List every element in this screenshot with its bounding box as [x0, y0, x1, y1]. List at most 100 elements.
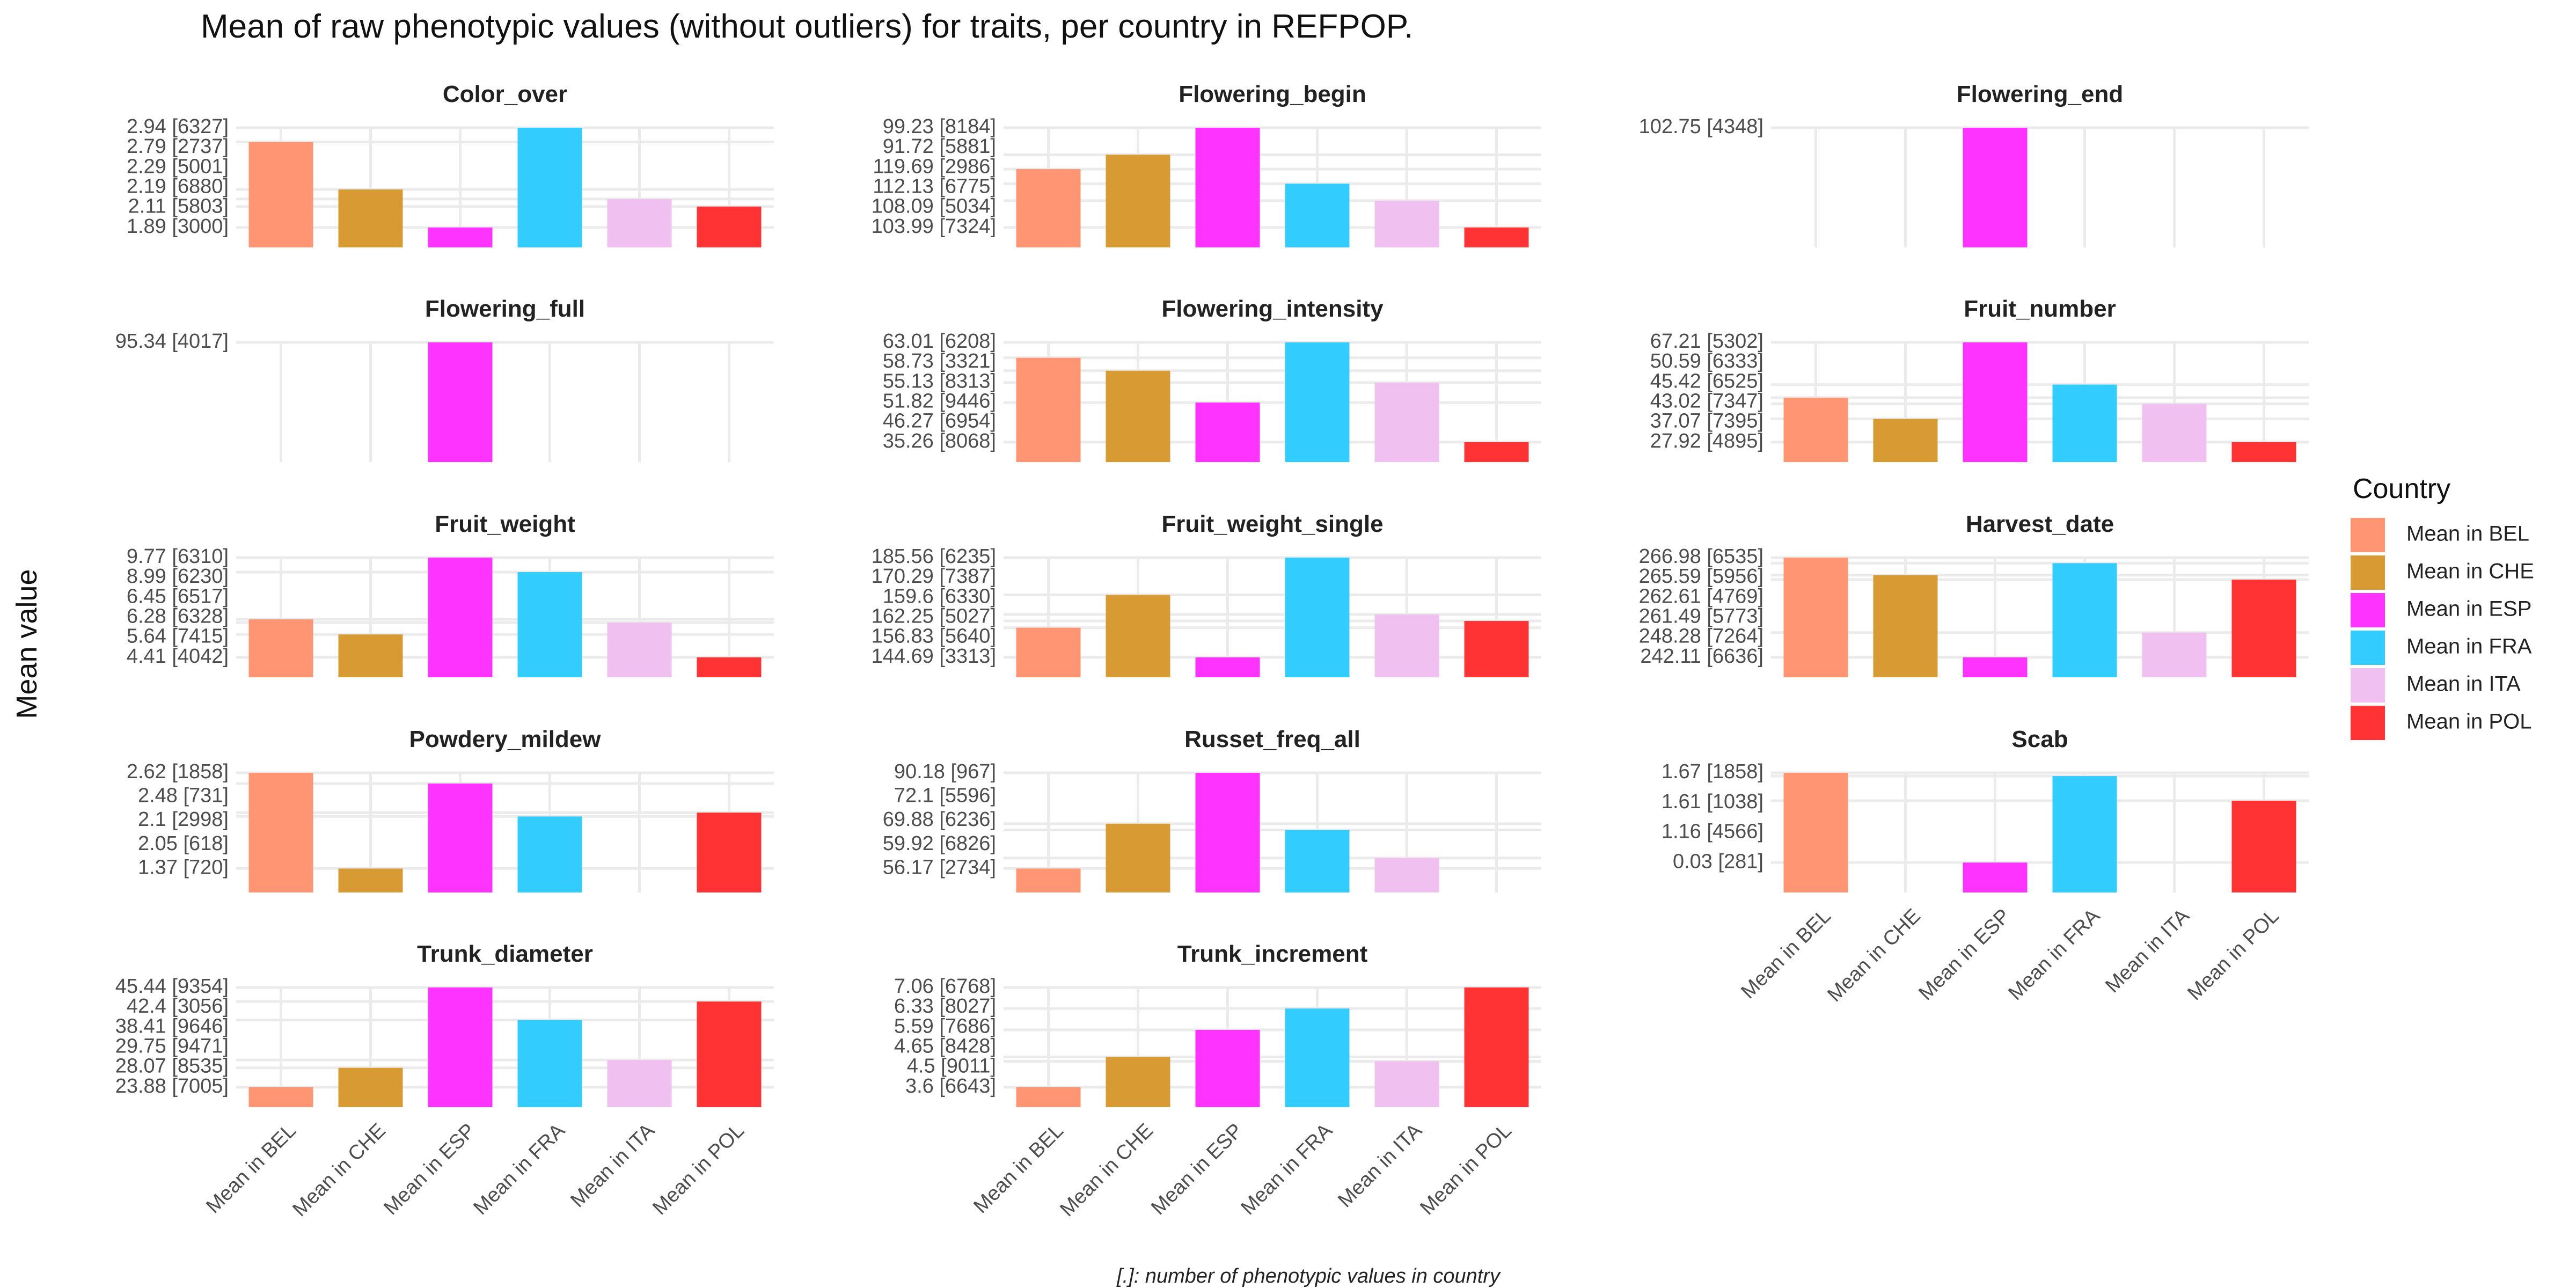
y-tick-label: 45.44 [9354] — [115, 975, 229, 998]
panel-fruit-number: Fruit_number 67.21 [5302]50.59 [6333]45.4… — [1650, 296, 2309, 462]
bar-fruit-weight-mean-in-pol — [697, 657, 762, 677]
bar-powdery-mildew-mean-in-fra — [517, 816, 582, 892]
y-tick-label: 43.02 [7347] — [1650, 390, 1763, 413]
legend-swatch — [2351, 631, 2385, 665]
panel-russet-freq-all: Russet_freq_all 90.18 [967]72.1 [5596]69.… — [883, 726, 1541, 892]
panel-title-trunk-increment: Trunk_increment — [1177, 941, 1368, 967]
bar-russet-freq-all-mean-in-che — [1106, 823, 1170, 892]
panel-title-trunk-diameter: Trunk_diameter — [417, 941, 593, 967]
y-tick-label: 23.88 [7005] — [115, 1075, 229, 1097]
legend-label: Mean in ITA — [2406, 672, 2521, 696]
x-tick-label: Mean in ESP — [379, 1119, 480, 1220]
y-tick-label: 1.16 [4566] — [1662, 821, 1763, 843]
y-tick-label: 156.83 [5640] — [872, 625, 996, 648]
y-tick-label: 45.42 [6525] — [1650, 370, 1763, 392]
bar-fruit-number-mean-in-ita — [2142, 404, 2207, 462]
bar-flowering-begin-mean-in-pol — [1464, 227, 1529, 247]
x-tick-label: Mean in BEL — [1737, 905, 1835, 1004]
y-tick-label: 144.69 [3313] — [872, 645, 996, 668]
bar-flowering-intensity-mean-in-ita — [1374, 382, 1439, 462]
y-tick-label: 4.65 [8428] — [894, 1035, 996, 1058]
y-tick-label: 69.88 [6236] — [883, 808, 996, 831]
y-tick-label: 2.29 [5001] — [127, 155, 229, 178]
y-tick-label: 28.07 [8535] — [115, 1055, 229, 1078]
bar-fruit-weight-single-mean-in-ita — [1374, 614, 1439, 677]
panel-scab: Scab 1.67 [1858] 1.61 [1038] 1.16 [4566] 0.0… — [1662, 726, 2309, 1006]
bar-trunk-increment-mean-in-bel — [1016, 1087, 1081, 1107]
y-tick-label: 3.6 [6643] — [905, 1075, 996, 1097]
y-tick-label: 102.75 [4348] — [1639, 115, 1763, 138]
y-tick-label: 6.33 [8027] — [894, 995, 996, 1018]
bar-color-over-mean-in-che — [338, 189, 403, 247]
y-tick-label: 2.62 [1858] — [127, 760, 229, 783]
y-tick-label: 119.69 [2986] — [873, 155, 996, 178]
bar-fruit-weight-single-mean-in-fra — [1285, 558, 1350, 677]
legend-swatch — [2351, 706, 2385, 740]
bar-russet-freq-all-mean-in-bel — [1016, 868, 1081, 892]
y-tick-label: 72.1 [5596] — [894, 785, 996, 807]
chart-caption: [.]: number of phenotypic values in coun… — [1116, 1265, 1501, 1287]
y-tick-label: 5.59 [7686] — [894, 1015, 996, 1037]
bar-flowering-full-mean-in-esp — [428, 342, 493, 462]
y-tick-label: 95.34 [4017] — [115, 330, 229, 353]
bar-harvest-date-mean-in-esp — [1963, 657, 2028, 677]
y-tick-label: 248.28 [7264] — [1639, 625, 1763, 648]
y-tick-label: 67.21 [5302] — [1650, 330, 1763, 353]
x-tick-label: Mean in CHE — [288, 1119, 390, 1221]
bar-flowering-intensity-mean-in-pol — [1464, 442, 1529, 462]
y-tick-label: 29.75 [9471] — [115, 1035, 229, 1058]
bar-powdery-mildew-mean-in-che — [338, 868, 403, 892]
bar-flowering-intensity-mean-in-che — [1106, 370, 1170, 462]
y-tick-label: 4.41 [4042] — [127, 645, 229, 668]
y-tick-label: 159.6 [6330] — [883, 585, 996, 608]
x-tick-label: Mean in ESP — [1914, 905, 2015, 1005]
panel-color-over: Color_over 2.94 [6327]2.79 [2737]2.29 [50… — [127, 81, 774, 247]
panel-title-color-over: Color_over — [443, 81, 567, 107]
x-tick-label: Mean in POL — [648, 1119, 749, 1220]
y-tick-label: 2.05 [618] — [138, 832, 229, 855]
legend-item-mean-in-bel: Mean in BEL — [2351, 518, 2529, 552]
x-tick-label: Mean in POL — [1416, 1119, 1516, 1220]
panel-title-flowering-begin: Flowering_begin — [1179, 81, 1366, 107]
bar-flowering-begin-mean-in-esp — [1195, 128, 1260, 247]
x-tick-label: Mean in ESP — [1147, 1119, 1247, 1220]
y-tick-label: 51.82 [9446] — [883, 390, 996, 413]
bar-fruit-weight-mean-in-che — [338, 634, 403, 677]
y-tick-label: 6.28 [6328] — [127, 605, 229, 628]
bar-trunk-increment-mean-in-ita — [1374, 1061, 1439, 1107]
bar-fruit-weight-mean-in-fra — [517, 572, 582, 677]
y-tick-label: 91.72 [5881] — [883, 135, 996, 158]
panel-flowering-full: Flowering_full 95.34 [4017] — [115, 296, 774, 462]
y-tick-label: 162.25 [5027] — [872, 605, 996, 628]
bar-fruit-weight-single-mean-in-esp — [1195, 657, 1260, 677]
bar-trunk-diameter-mean-in-pol — [697, 1001, 762, 1107]
bar-trunk-diameter-mean-in-ita — [607, 1060, 672, 1107]
y-axis-label: Mean value — [11, 569, 43, 719]
bar-scab-mean-in-esp — [1963, 862, 2028, 892]
panel-flowering-intensity: Flowering_intensity 63.01 [6208]58.73 [33… — [883, 296, 1541, 462]
legend-label: Mean in POL — [2406, 710, 2531, 734]
bar-scab-mean-in-fra — [2052, 776, 2117, 892]
panel-title-scab: Scab — [2011, 726, 2068, 752]
y-tick-label: 242.11 [6636] — [1640, 645, 1763, 668]
legend-item-mean-in-fra: Mean in FRA — [2351, 631, 2532, 665]
bar-trunk-increment-mean-in-pol — [1464, 987, 1529, 1107]
x-tick-label: Mean in FRA — [2004, 904, 2104, 1005]
legend-label: Mean in ESP — [2406, 597, 2531, 621]
bar-fruit-weight-single-mean-in-pol — [1464, 621, 1529, 677]
bar-flowering-begin-mean-in-ita — [1374, 200, 1439, 247]
y-tick-label: 261.49 [5773] — [1639, 605, 1763, 628]
y-tick-label: 1.67 [1858] — [1662, 760, 1763, 783]
y-tick-label: 42.4 [3056] — [127, 995, 229, 1018]
y-tick-label: 2.1 [2998] — [138, 808, 229, 831]
bar-trunk-diameter-mean-in-fra — [517, 1020, 582, 1107]
legend-item-mean-in-che: Mean in CHE — [2351, 555, 2534, 590]
y-tick-label: 55.13 [8313] — [883, 370, 996, 392]
panel-title-fruit-weight-single: Fruit_weight_single — [1161, 511, 1383, 537]
bar-scab-mean-in-pol — [2231, 801, 2296, 892]
y-tick-label: 170.29 [7387] — [872, 565, 996, 588]
y-tick-label: 185.56 [6235] — [872, 545, 996, 568]
y-tick-label: 5.64 [7415] — [127, 625, 229, 648]
y-tick-label: 59.92 [6826] — [883, 832, 996, 855]
